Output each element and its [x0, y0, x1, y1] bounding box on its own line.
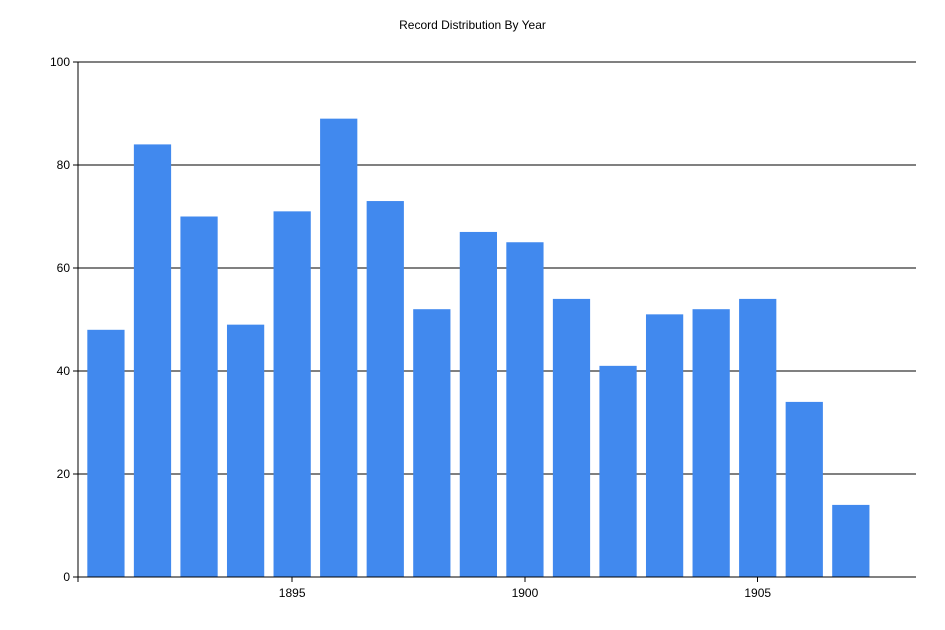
bar [785, 401, 823, 577]
bar [87, 329, 125, 577]
bar [599, 365, 637, 577]
y-tick-label: 40 [57, 364, 71, 378]
y-tick-label: 0 [63, 570, 70, 584]
bar [739, 298, 777, 577]
y-tick-label: 60 [57, 261, 71, 275]
bar [226, 324, 265, 577]
y-tick-label: 100 [50, 55, 70, 69]
bar [366, 201, 404, 578]
bar [645, 314, 684, 577]
chart-title: Record Distribution By Year [399, 18, 546, 32]
x-tick-label: 1895 [279, 586, 306, 600]
bar [832, 504, 870, 577]
bar [552, 298, 591, 577]
bars [87, 118, 870, 578]
axes: 0 20 40 60 80 100 1895 1900 1905 [50, 55, 916, 600]
bar [180, 216, 218, 577]
x-tick-label: 1900 [512, 586, 539, 600]
y-tick-label: 20 [57, 467, 71, 481]
bar [133, 144, 172, 577]
y-tick-label: 80 [57, 158, 71, 172]
bar [692, 309, 730, 577]
bar [506, 242, 544, 577]
bar [459, 231, 497, 577]
bar [320, 118, 358, 578]
bar [413, 309, 451, 577]
x-tick-label: 1905 [744, 586, 771, 600]
bar [273, 211, 311, 577]
